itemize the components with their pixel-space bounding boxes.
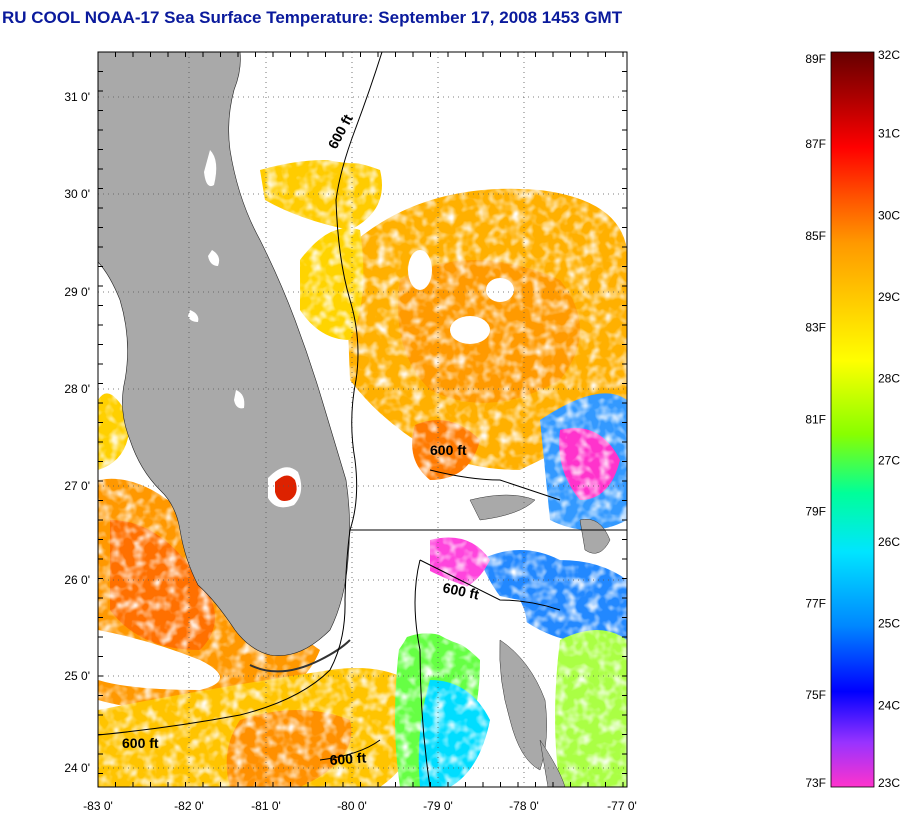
colorbar-c-label: 32C [878,48,900,62]
colorbar-c-label: 27C [878,453,900,467]
contour-label-600ft: 600 ft [329,749,367,768]
latitude-label: 31 0' [64,90,90,104]
colorbar-c-label: 28C [878,372,900,386]
longitude-label: -81 0' [251,799,281,813]
colorbar-c-label: 25C [878,617,900,631]
lat-lon-grid [98,52,627,787]
longitude-label: -83 0' [83,799,113,813]
latitude-label: 25 0' [64,669,90,683]
inland-lakes [188,150,245,409]
axis-ticks [97,51,627,787]
longitude-label: -80 0' [337,799,367,813]
longitude-label: -78 0' [509,799,539,813]
colorbar-f-label: 79F [805,504,826,518]
map-border [97,51,628,788]
contour-label-600ft: 600 ft [441,579,480,602]
bahamas-land [469,494,611,787]
depth-contours [98,52,627,787]
panhandle-land [98,52,130,60]
florida-keys [249,639,351,673]
colorbar-c-label: 29C [878,290,900,304]
latitude-label: 29 0' [64,285,90,299]
colorbar-f-label: 89F [805,52,826,66]
colorbar-c-label: 31C [878,127,900,141]
colorbar-c-label: 23C [878,776,900,790]
longitude-label: -77 0' [607,799,637,813]
map-title: RU COOL NOAA-17 Sea Surface Temperature:… [2,8,623,27]
colorbar-celsius-labels: 32C 31C 30C 29C 28C 27C 26C 25C 24C 23C [878,48,900,790]
colorbar-f-label: 85F [805,229,826,243]
latitude-label: 27 0' [64,479,90,493]
colorbar-f-label: 73F [805,776,826,790]
colorbar-f-label: 77F [805,596,826,610]
colorbar-c-label: 26C [878,535,900,549]
latitude-label: 26 0' [64,573,90,587]
latitude-labels: 31 0' 30 0' 29 0' 28 0' 27 0' 26 0' 25 0' 24 0' [64,90,90,775]
colorbar-f-label: 81F [805,413,826,427]
colorbar-f-label: 87F [805,137,826,151]
latitude-label: 28 0' [64,382,90,396]
cloud-areas [98,52,627,690]
longitude-label: -82 0' [174,799,204,813]
contour-label-600ft: 600 ft [430,442,467,458]
latitude-label: 24 0' [64,761,90,775]
colorbar-f-label: 83F [805,321,826,335]
latitude-label: 30 0' [64,187,90,201]
colorbar-c-label: 24C [878,698,900,712]
colorbar-c-label: 30C [878,208,900,222]
colorbar-f-label: 75F [805,688,826,702]
colorbar-fahrenheit-labels: 89F 87F 85F 83F 81F 79F 77F 75F 73F [805,52,826,790]
contour-label-600ft: 600 ft [122,735,159,751]
colorbar [830,51,875,788]
longitude-labels: -83 0' -82 0' -81 0' -80 0' -79 0' -78 0' -77 … [83,799,637,813]
longitude-label: -79 0' [423,799,453,813]
